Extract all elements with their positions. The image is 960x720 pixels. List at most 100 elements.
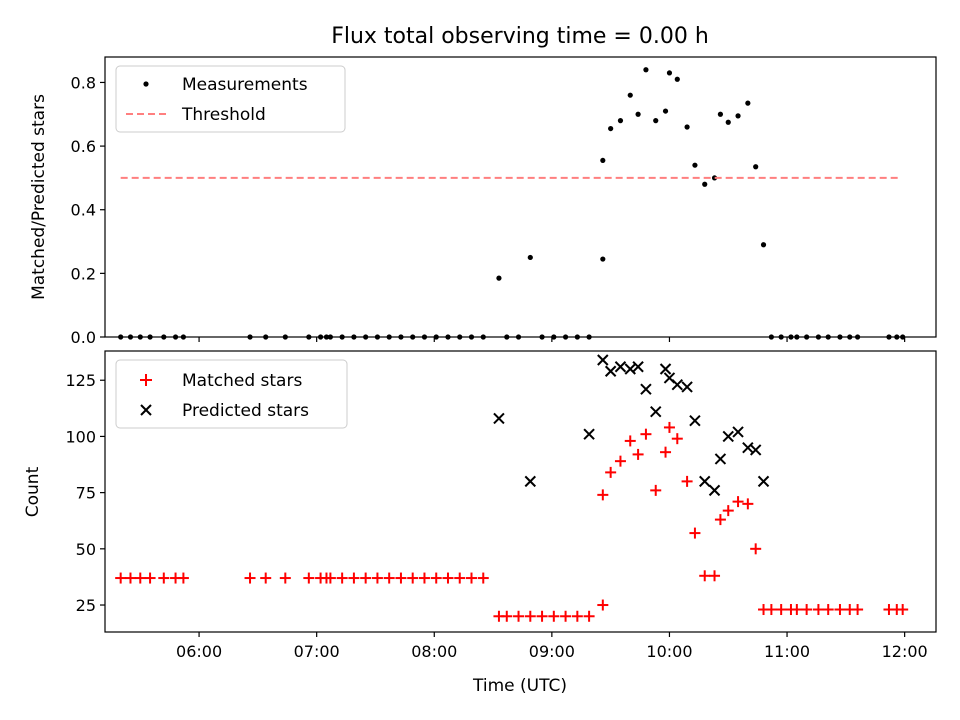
matched-point — [583, 610, 595, 622]
matched-point — [548, 610, 560, 622]
matched-point — [714, 514, 726, 526]
matched-point — [244, 572, 256, 584]
y-tick-label: 0.6 — [71, 137, 96, 156]
legend-matched-marker — [140, 374, 152, 386]
matched-point — [383, 572, 395, 584]
measurement-point — [760, 242, 767, 248]
matched-point — [371, 572, 383, 584]
matched-point — [663, 421, 675, 433]
measurement-point — [753, 164, 759, 170]
matched-point — [442, 572, 454, 584]
matched-point — [144, 572, 156, 584]
matched-point — [115, 572, 127, 584]
matched-point — [681, 475, 693, 487]
legend-matched-label: Matched stars — [182, 371, 302, 391]
top-panel: Matched/Predicted stars 0.00.20.40.60.8 … — [29, 56, 937, 347]
measurement-point — [635, 111, 641, 117]
matched-point — [524, 610, 536, 622]
matched-point — [324, 572, 336, 584]
measurement-point — [527, 254, 533, 261]
y-tick-label: 25 — [76, 596, 96, 615]
legend-measurements-label: Measurements — [182, 75, 308, 95]
matched-point — [897, 604, 909, 616]
x-tick-label: 11:00 — [764, 642, 810, 661]
predicted-point — [757, 475, 770, 488]
measurement-point — [702, 181, 708, 187]
top-legend-box — [115, 65, 346, 133]
matched-point — [303, 572, 315, 584]
predicted-point — [659, 363, 672, 375]
predicted-point — [493, 412, 505, 425]
top-ylabel: Matched/Predicted stars — [29, 94, 49, 300]
measurement-point — [692, 162, 698, 168]
bottom-panel: Count 25 50 75 100 125 06:00 07:00 08:00 09:00 1… — [23, 350, 937, 696]
matched-point — [418, 572, 430, 584]
matched-point — [689, 527, 701, 539]
matched-point — [722, 505, 734, 517]
predicted-point — [624, 363, 636, 375]
matched-point — [640, 428, 652, 440]
predicted-point — [722, 430, 734, 443]
legend-measurements-marker — [143, 81, 149, 87]
matched-point — [158, 572, 170, 584]
measurement-point — [666, 70, 673, 76]
measurement-point — [600, 157, 606, 164]
matched-point — [801, 604, 813, 616]
bottom-legend-box — [115, 359, 348, 429]
measurement-point — [608, 125, 614, 132]
matched-point — [560, 610, 572, 622]
measurement-point — [745, 100, 751, 106]
top-legend: Measurements Threshold — [115, 65, 346, 133]
bottom-y-ticks: 25 50 75 100 125 — [65, 371, 105, 615]
predicted-point — [749, 444, 762, 456]
y-tick-label: 75 — [76, 484, 96, 503]
y-tick-label: 50 — [76, 540, 96, 559]
matched-point — [709, 570, 721, 582]
bottom-xlabel: Time (UTC) — [472, 676, 567, 696]
x-tick-label: 08:00 — [411, 642, 457, 661]
matched-point — [407, 572, 419, 584]
measurement-point — [735, 113, 741, 119]
predicted-point — [614, 361, 627, 373]
x-tick-label: 07:00 — [294, 642, 340, 661]
matched-point — [466, 572, 478, 584]
matched-point — [260, 572, 272, 584]
predicted-point — [650, 405, 662, 418]
measurement-point — [684, 124, 690, 130]
predicted-point — [681, 381, 693, 393]
predicted-point — [689, 414, 701, 427]
top-axes-frame — [104, 56, 937, 338]
measurement-point — [617, 118, 624, 124]
measurement-point — [725, 119, 731, 125]
matched-point — [454, 572, 466, 584]
matched-point — [852, 604, 864, 616]
y-tick-label: 0.0 — [71, 328, 96, 347]
matched-point — [477, 572, 489, 584]
figure-title: Flux total observing time = 0.00 h — [331, 24, 709, 49]
matched-point — [597, 489, 609, 501]
legend-predicted-label: Predicted stars — [182, 401, 309, 421]
y-tick-label: 100 — [65, 427, 96, 446]
matched-point — [597, 599, 609, 611]
predicted-point — [714, 453, 727, 465]
matched-point — [177, 572, 189, 584]
matched-point — [742, 498, 754, 510]
matched-point — [732, 496, 744, 508]
matched-point — [134, 572, 146, 584]
matched-point — [671, 433, 683, 445]
measurement-point — [643, 67, 649, 73]
y-tick-label: 0.2 — [71, 264, 96, 283]
predicted-point — [524, 475, 537, 488]
matched-point — [360, 572, 372, 584]
matched-point — [430, 572, 442, 584]
matched-point — [834, 604, 846, 616]
matched-point — [536, 610, 548, 622]
x-tick-label: 10:00 — [646, 642, 692, 661]
matched-point — [660, 446, 672, 458]
matched-point — [501, 610, 513, 622]
y-tick-label: 125 — [65, 371, 96, 390]
predicted-point — [597, 354, 609, 366]
matched-point — [348, 572, 360, 584]
predicted-point — [604, 365, 617, 377]
